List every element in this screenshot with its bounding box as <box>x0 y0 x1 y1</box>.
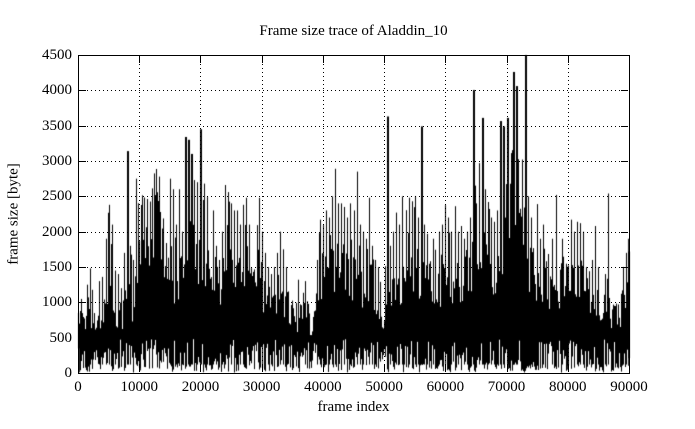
y-tick-label: 4500 <box>42 47 72 63</box>
y-tick-label: 2500 <box>42 188 72 205</box>
y-axis-label: frame size [byte] <box>5 163 22 265</box>
x-tick-label: 0 <box>74 379 82 395</box>
x-tick-label: 20000 <box>181 379 220 395</box>
y-tick-label: 1000 <box>42 294 72 311</box>
y-tick-label: 1500 <box>42 259 72 275</box>
y-tick-label: 4000 <box>42 82 72 99</box>
y-tick-label: 0 <box>64 365 73 381</box>
x-tick-label: 80000 <box>549 379 587 395</box>
y-tick-label: 2000 <box>42 223 72 240</box>
y-tick-label: 500 <box>49 329 73 346</box>
x-tick-label: 50000 <box>365 379 403 395</box>
x-tick-label: 40000 <box>304 379 342 395</box>
y-tick-label: 3000 <box>42 153 72 169</box>
x-tick-label: 10000 <box>120 379 158 395</box>
y-tick-label: 3500 <box>42 117 72 134</box>
x-tick-label: 70000 <box>487 379 526 395</box>
chart-title: Frame size trace of Aladdin_10 <box>259 23 448 39</box>
x-axis-label: frame index <box>317 399 390 415</box>
x-tick-label: 30000 <box>242 379 281 395</box>
x-tick-label: 60000 <box>426 379 465 395</box>
x-tick-label: 90000 <box>610 379 648 395</box>
